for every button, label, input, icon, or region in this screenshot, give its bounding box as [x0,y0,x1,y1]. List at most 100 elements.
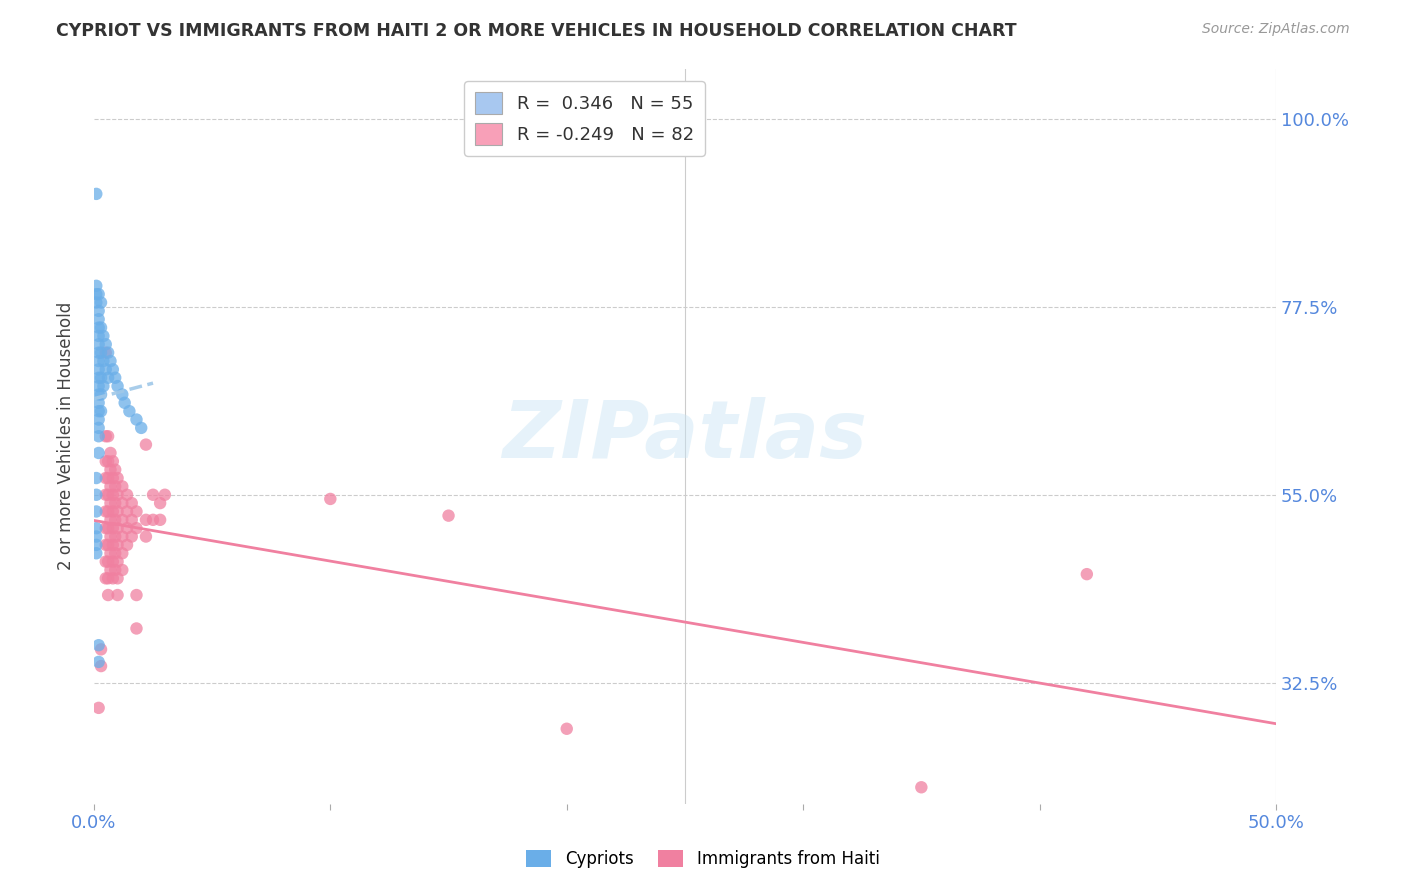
Point [90,404,112,418]
Point [90,370,112,384]
Point [87,354,110,368]
Point [101,362,124,376]
Point [100,446,122,460]
Legend: Cypriots, Immigrants from Haiti: Cypriots, Immigrants from Haiti [520,843,886,875]
Point [104,546,127,560]
Point [135,437,157,451]
Point [114,396,136,410]
Point [135,530,157,544]
Point [90,295,112,310]
Point [87,446,110,460]
Point [87,387,110,401]
Point [87,412,110,426]
Point [107,521,129,535]
Point [90,642,112,657]
Point [94,555,117,569]
Point [97,429,120,443]
Point [94,571,117,585]
Point [87,304,110,318]
Text: Source: ZipAtlas.com: Source: ZipAtlas.com [1202,22,1350,37]
Point [94,429,117,443]
Point [101,504,124,518]
Point [104,530,127,544]
Point [101,521,124,535]
Point [84,186,107,201]
Point [97,370,120,384]
Point [90,345,112,359]
Point [94,345,117,359]
Point [93,379,115,393]
Point [90,387,112,401]
Point [100,563,122,577]
Point [121,530,143,544]
Point [87,379,110,393]
Point [111,563,134,577]
Point [101,538,124,552]
Point [87,320,110,334]
Point [87,655,110,669]
Point [97,454,120,468]
Point [111,479,134,493]
Point [104,563,127,577]
Point [153,488,176,502]
Point [104,513,127,527]
Point [87,329,110,343]
Point [115,504,138,518]
Point [100,530,122,544]
Point [107,471,129,485]
Point [94,337,117,351]
Point [101,555,124,569]
Point [84,278,107,293]
Point [93,354,115,368]
Point [87,638,110,652]
Point [87,337,110,351]
Point [555,722,578,736]
Point [84,530,107,544]
Point [111,546,134,560]
Point [87,396,110,410]
Point [115,521,138,535]
Point [90,659,112,673]
Point [125,412,148,426]
Point [97,488,120,502]
Point [97,345,120,359]
Point [97,588,120,602]
Point [97,504,120,518]
Point [87,370,110,384]
Point [104,463,127,477]
Point [101,571,124,585]
Point [125,588,148,602]
Point [94,471,117,485]
Point [107,504,129,518]
Point [135,513,157,527]
Point [97,555,120,569]
Point [87,421,110,435]
Point [84,287,107,301]
Point [94,488,117,502]
Point [101,471,124,485]
Point [84,538,107,552]
Point [100,513,122,527]
Point [94,504,117,518]
Point [101,454,124,468]
Point [129,421,152,435]
Point [94,521,117,535]
Point [910,780,932,795]
Point [87,345,110,359]
Point [107,488,129,502]
Point [87,362,110,376]
Point [142,488,165,502]
Point [84,471,107,485]
Point [84,546,107,560]
Point [104,479,127,493]
Point [93,329,115,343]
Point [118,404,141,418]
Point [319,491,342,506]
Point [87,429,110,443]
Point [142,513,165,527]
Point [104,370,127,384]
Legend: R =  0.346   N = 55, R = -0.249   N = 82: R = 0.346 N = 55, R = -0.249 N = 82 [464,81,704,156]
Point [97,521,120,535]
Point [115,538,138,552]
Point [437,508,460,523]
